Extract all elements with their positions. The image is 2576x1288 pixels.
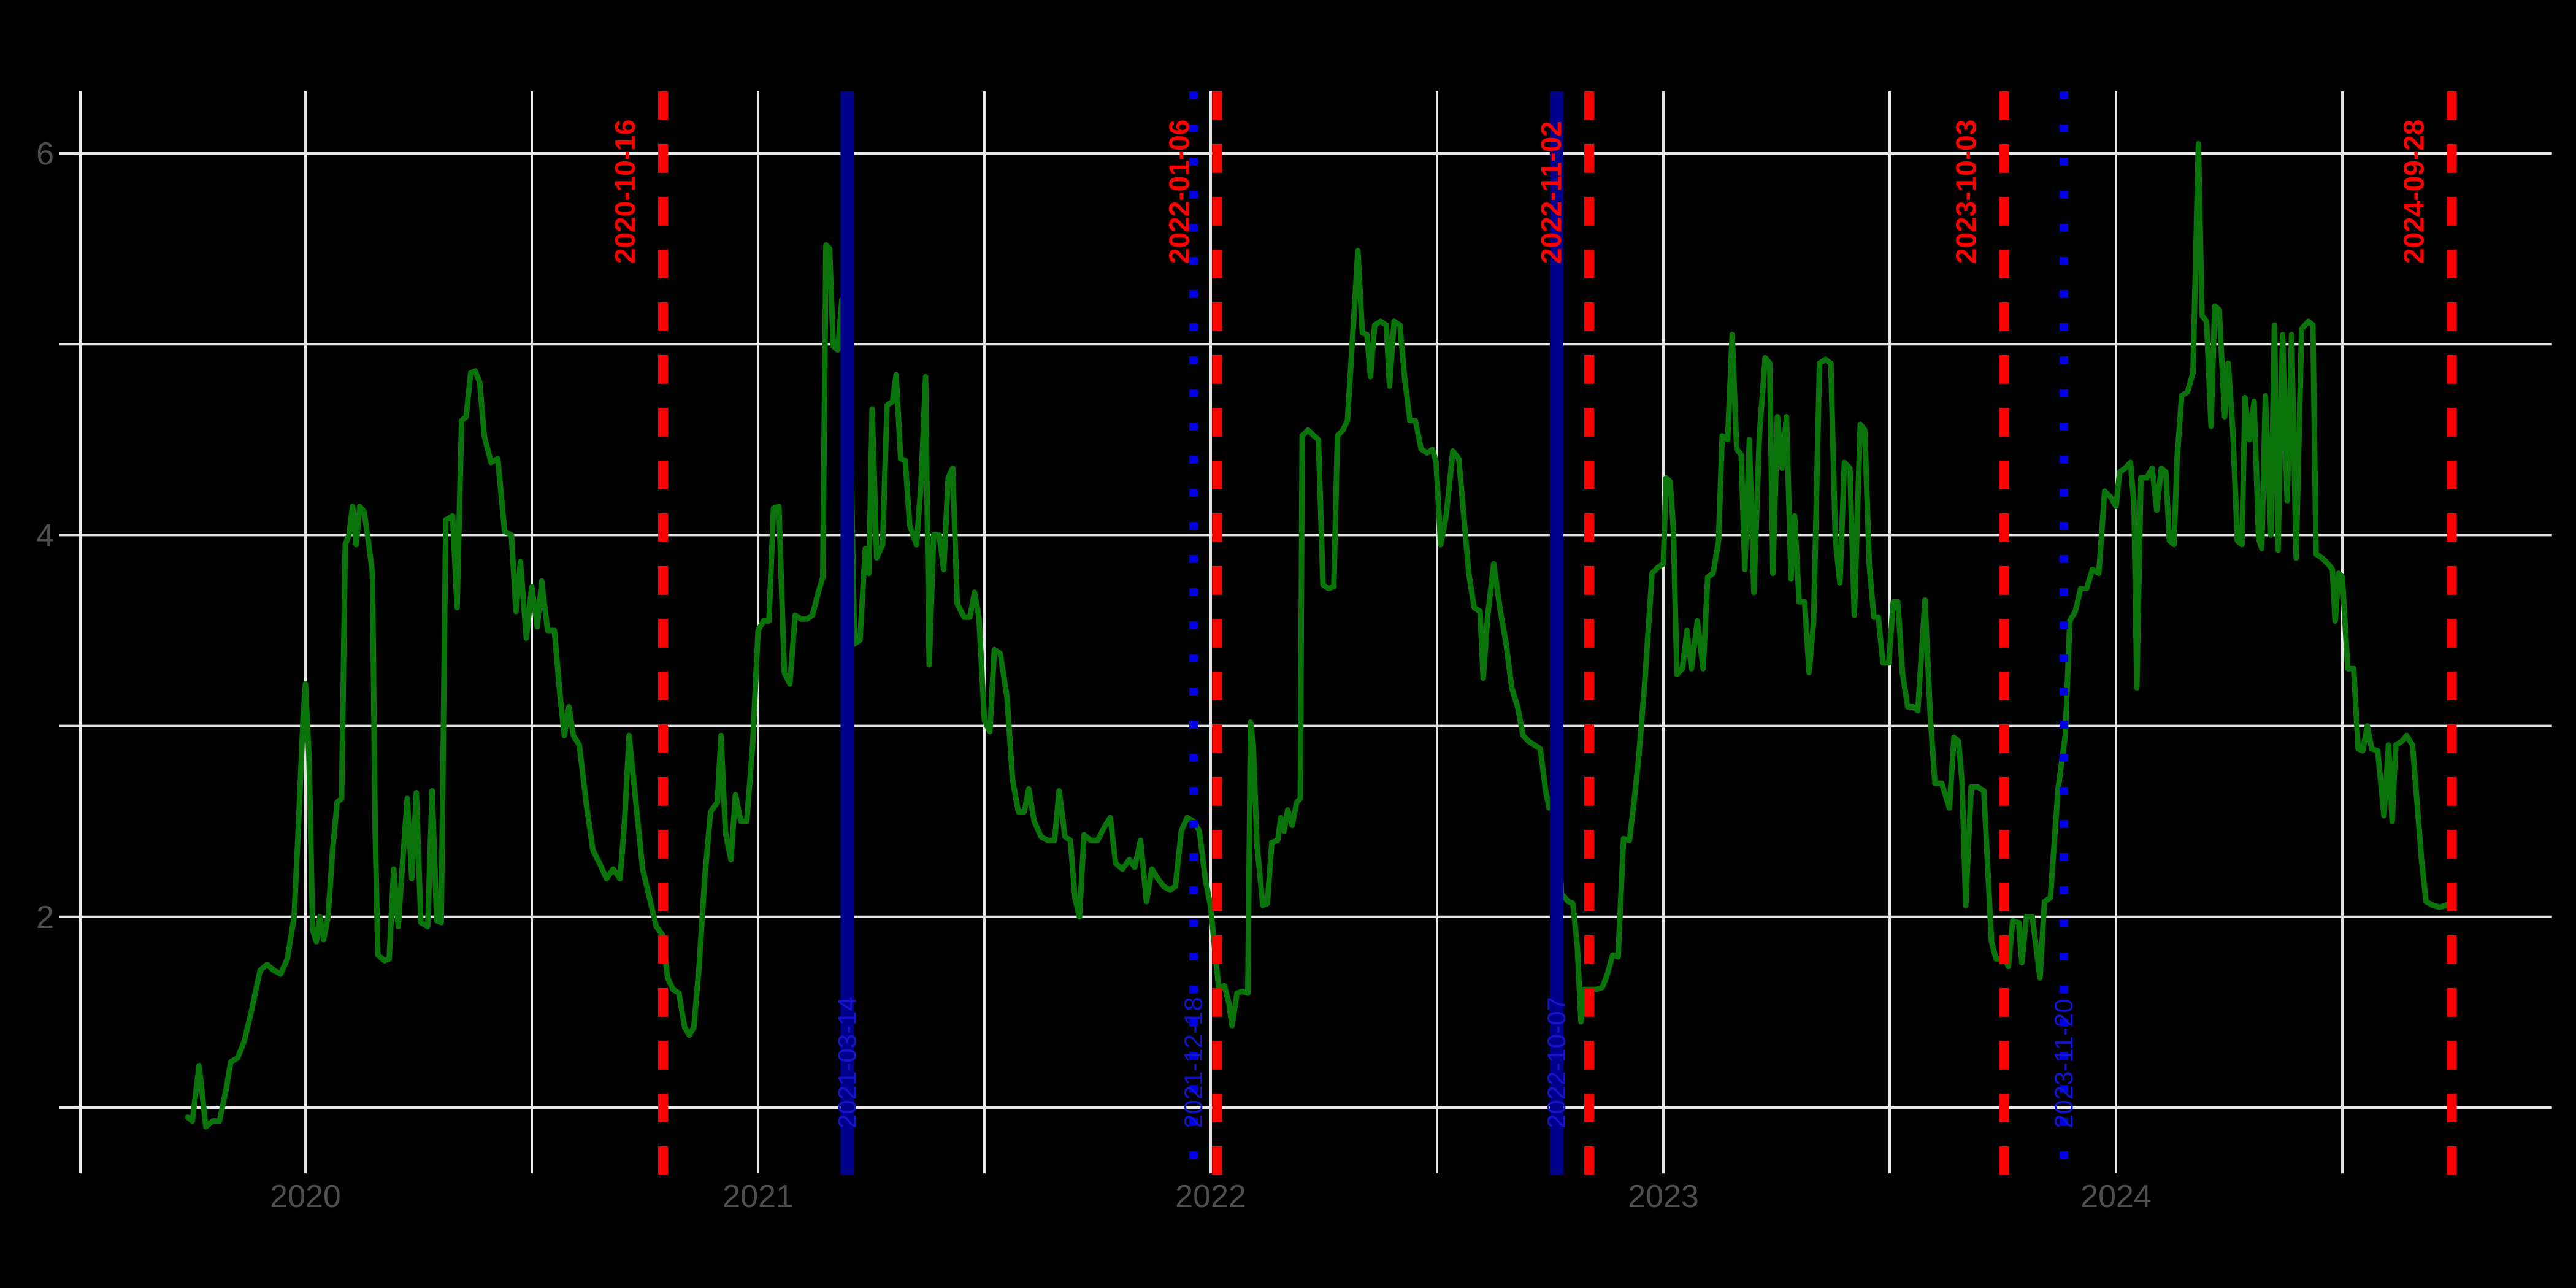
y-tick-label-6: 6 xyxy=(36,136,54,172)
x-tick-label-2021: 2021 xyxy=(723,1179,794,1214)
price-line-weekly-price xyxy=(185,140,2453,1130)
x-tick-label-2024: 2024 xyxy=(2080,1179,2152,1214)
y-tick-label-2: 2 xyxy=(36,900,54,935)
y-tick-label-4: 4 xyxy=(36,518,54,553)
event-label-red-dashed-2023-10-03: 2023-10-03 xyxy=(1950,120,1982,264)
event-label-red-dashed-2024-09-28: 2024-09-28 xyxy=(2398,120,2430,264)
event-label-red-dashed-2020-10-16: 2020-10-16 xyxy=(609,120,641,264)
event-label-blue-solid-2021-03-14: 2021-03-14 xyxy=(832,997,861,1129)
x-tick-label-2020: 2020 xyxy=(270,1179,341,1214)
event-label-red-dashed-2022-01-06: 2022-01-06 xyxy=(1163,120,1195,264)
event-label-red-dashed-2022-11-02: 2022-11-02 xyxy=(1535,121,1567,264)
event-label-blue-dotted-2023-11-20: 2023-11-20 xyxy=(2049,999,2078,1129)
event-label-blue-dotted-2021-12-18: 2021-12-18 xyxy=(1179,997,1208,1129)
x-tick-label-2022: 2022 xyxy=(1175,1179,1246,1214)
event-label-blue-solid-2022-10-07: 2022-10-07 xyxy=(1542,997,1571,1129)
x-tick-label-2023: 2023 xyxy=(1628,1179,1699,1214)
